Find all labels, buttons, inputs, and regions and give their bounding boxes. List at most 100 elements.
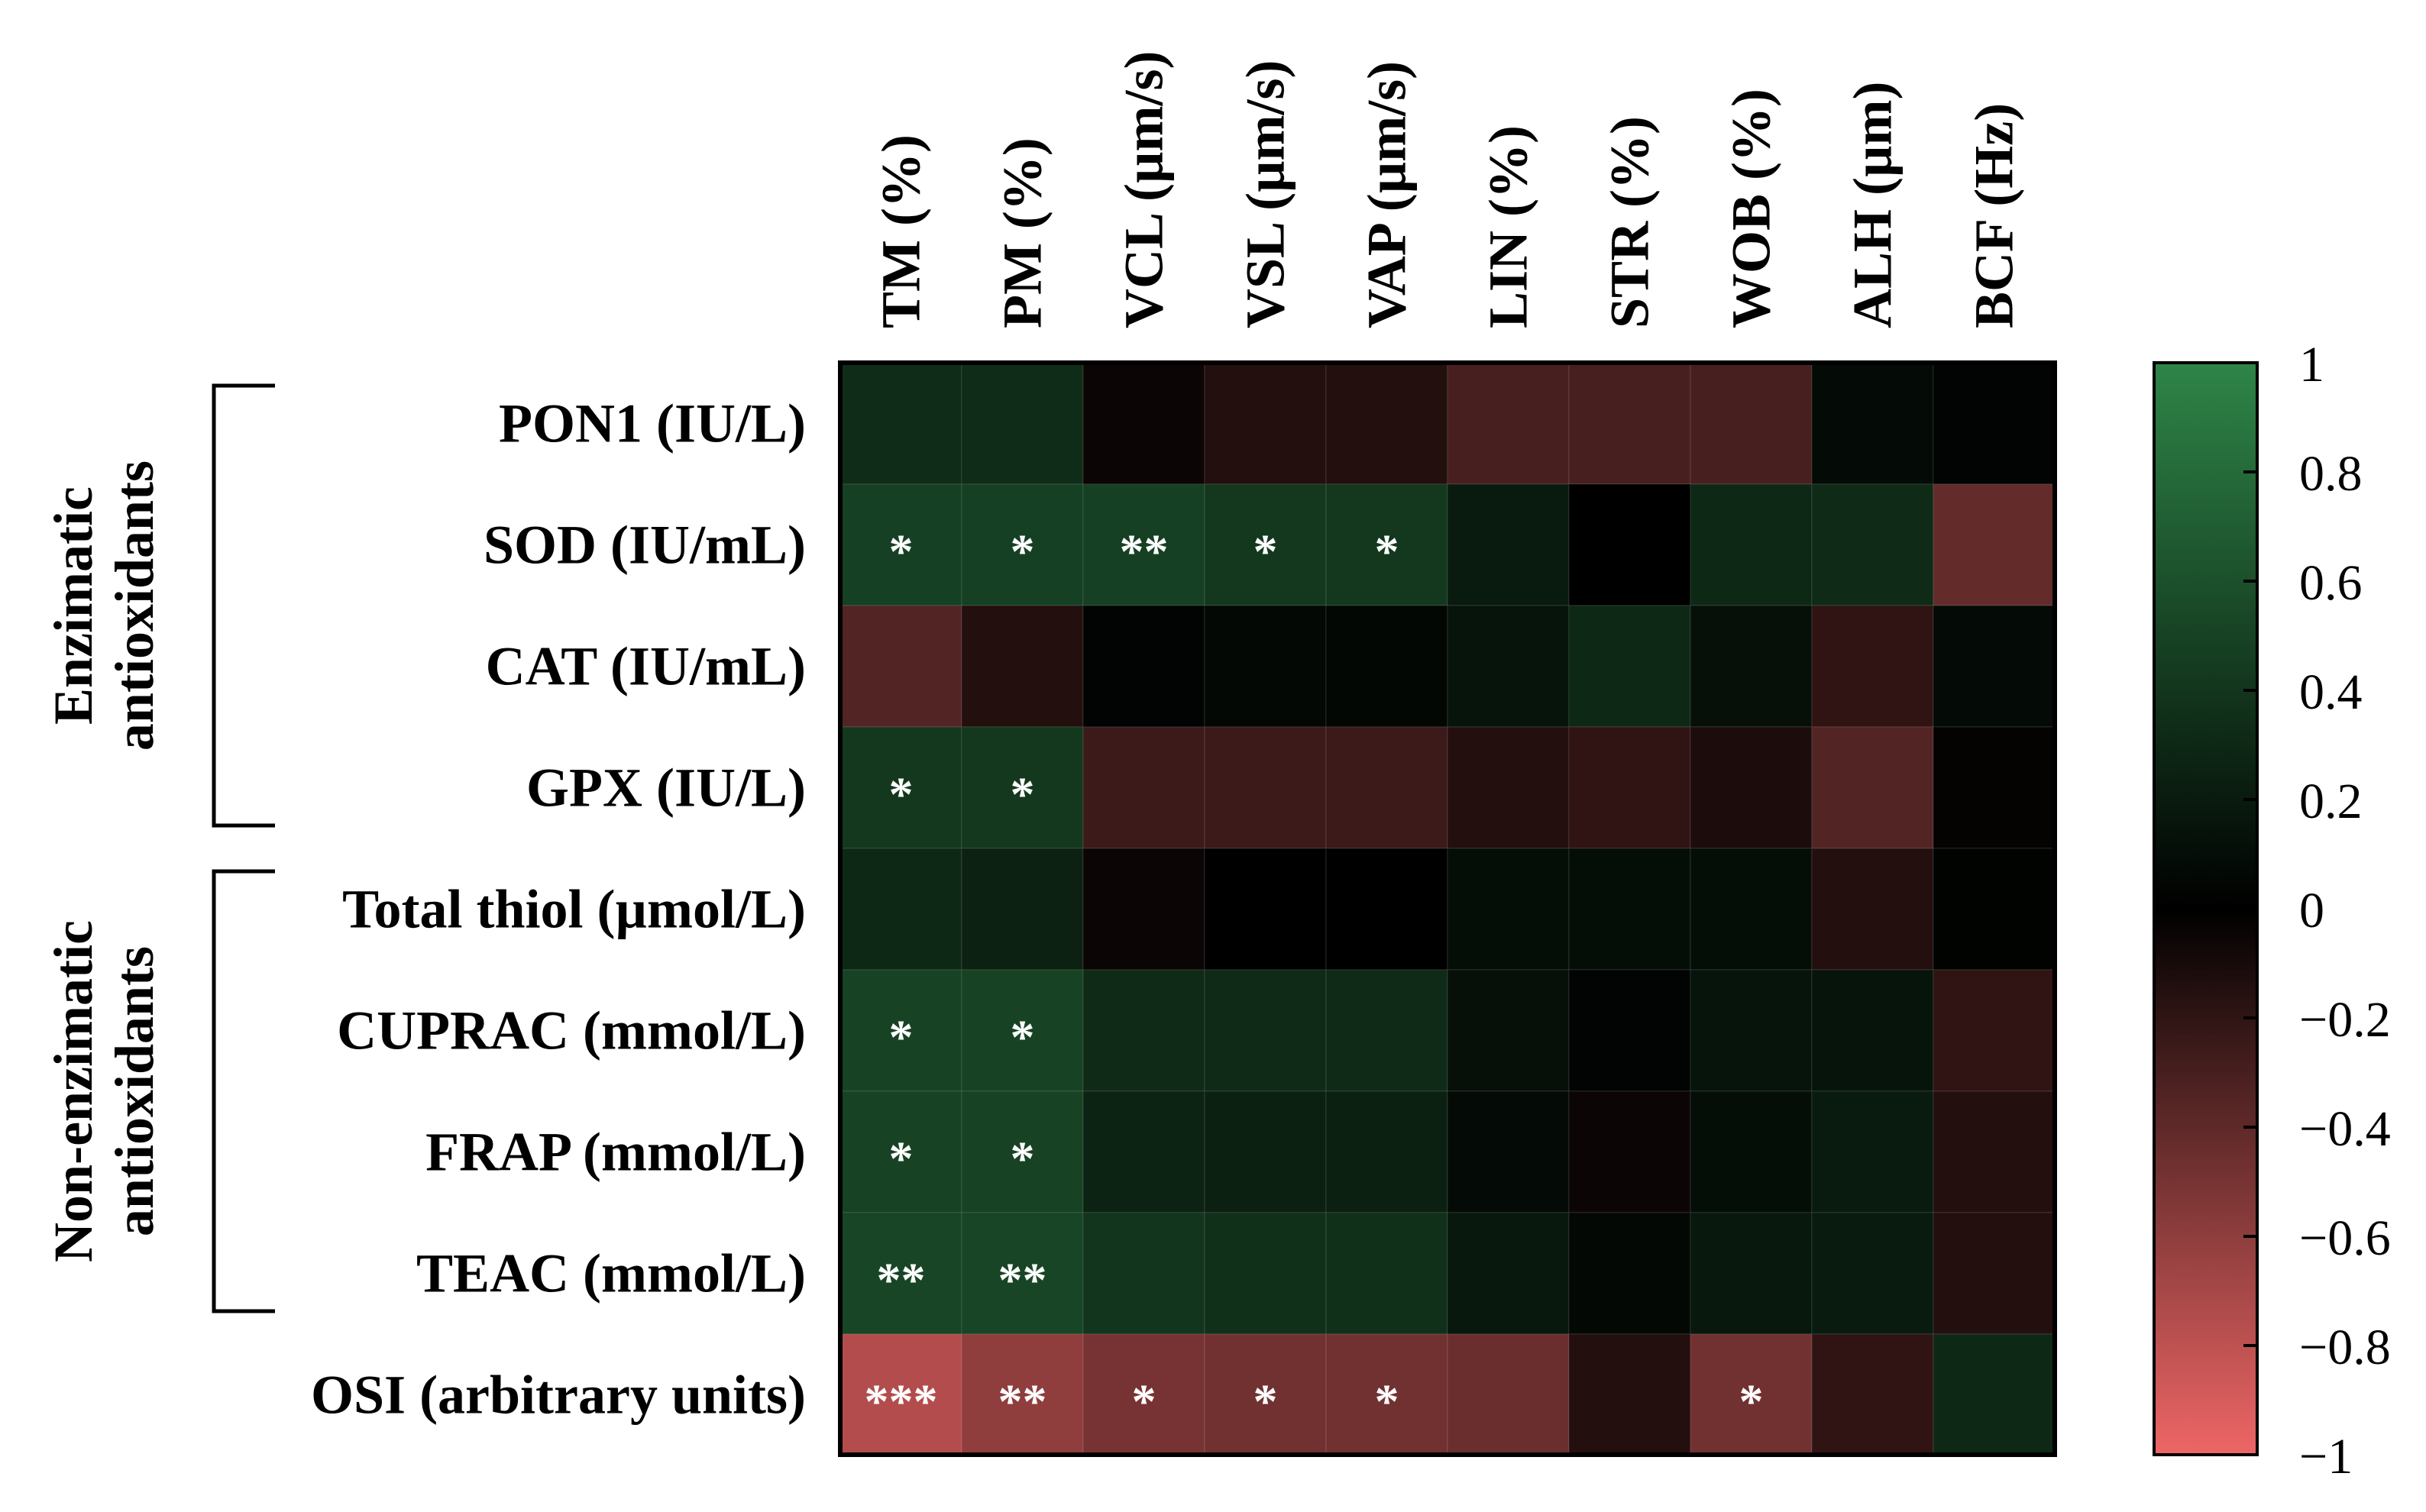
heatmap-frame — [838, 360, 2057, 1457]
sig-mark-r2-c3: ** — [1120, 525, 1169, 579]
cell-r1-c8 — [1690, 362, 1813, 485]
cell-r1-c9 — [1811, 362, 1934, 485]
heatmap-cells — [839, 362, 2056, 1456]
cell-r1-c4 — [1204, 362, 1327, 485]
sig-mark-r4-c1: * — [889, 767, 914, 822]
cell-r8-c2 — [961, 1212, 1084, 1335]
cell-r3-c8 — [1690, 605, 1813, 728]
colorbar-ticks: 1 0.8 0.6 0.4 0.2 0 −0.2 −0.4 −0.6 −0.8 −1 — [2243, 337, 2391, 1485]
cell-r2-c4 — [1204, 483, 1327, 606]
cell-r1-c6 — [1447, 362, 1570, 485]
column-label-pm: PM (%) — [992, 137, 1053, 328]
column-labels: TM (%) PM (%) VCL (µm/s) VSL (µm/s) VAP (µm/… — [871, 51, 2025, 328]
cell-r2-c8 — [1690, 483, 1813, 606]
sig-mark-r9-c5: * — [1375, 1375, 1399, 1429]
cell-r7-c4 — [1204, 1090, 1327, 1213]
cell-r1-c1 — [839, 362, 962, 485]
colorbar: 1 0.8 0.6 0.4 0.2 0 −0.2 −0.4 −0.6 −0.8 −1 — [2153, 337, 2391, 1485]
colorbar-tick-label-6: 0 — [2299, 883, 2324, 939]
row-label-osi-arbitrary-units: OSI (arbitrary units) — [311, 1365, 806, 1426]
cell-r7-c7 — [1568, 1090, 1691, 1213]
colorbar-tick-label-1: 1 — [2299, 337, 2324, 393]
column-label-vsl-m-s: VSL (µm/s) — [1235, 60, 1296, 328]
cell-r8-c7 — [1568, 1212, 1691, 1335]
cell-r9-c10 — [1933, 1333, 2056, 1456]
row-label-cuprac-mmol-l: CUPRAC (mmol/L) — [337, 1000, 806, 1061]
row-label-total-thiol-mol-l: Total thiol (µmol/L) — [342, 879, 806, 940]
cell-r2-c3 — [1082, 483, 1205, 606]
cell-r9-c9 — [1811, 1333, 1934, 1456]
cell-r3-c7 — [1568, 605, 1691, 728]
column-label-vap-m-s: VAP (µm/s) — [1357, 61, 1418, 328]
sig-mark-r7-c1: * — [889, 1132, 914, 1186]
cell-r2-c2 — [961, 483, 1084, 606]
cell-r5-c9 — [1811, 848, 1934, 971]
cell-r5-c1 — [839, 848, 962, 971]
sig-mark-r9-c3: * — [1132, 1375, 1156, 1429]
cell-r9-c6 — [1447, 1333, 1570, 1456]
sig-mark-r8-c2: ** — [998, 1253, 1047, 1307]
cell-r4-c10 — [1933, 726, 2056, 849]
cell-r3-c1 — [839, 605, 962, 728]
cell-r2-c7 — [1568, 483, 1691, 606]
cell-r4-c7 — [1568, 726, 1691, 849]
cell-r8-c10 — [1933, 1212, 2056, 1335]
sig-mark-r2-c1: * — [889, 525, 914, 579]
cell-r8-c6 — [1447, 1212, 1570, 1335]
colorbar-tick-label-3: 0.6 — [2299, 555, 2363, 611]
cell-r6-c7 — [1568, 969, 1691, 1092]
column-label-str: STR (%) — [1600, 116, 1661, 328]
cell-r4-c4 — [1204, 726, 1327, 849]
cell-r6-c1 — [839, 969, 962, 1092]
cell-r7-c3 — [1082, 1090, 1205, 1213]
sig-mark-r6-c1: * — [889, 1010, 914, 1065]
cell-r5-c3 — [1082, 848, 1205, 971]
cell-r3-c6 — [1447, 605, 1570, 728]
colorbar-tick-label-11: −1 — [2299, 1429, 2353, 1485]
row-label-frap-mmol-l: FRAP (mmol/L) — [425, 1122, 806, 1183]
cell-r8-c4 — [1204, 1212, 1327, 1335]
colorbar-tick-label-9: −0.6 — [2299, 1210, 2391, 1266]
group-label-1-line-2: antioxidants — [104, 460, 165, 751]
cell-r2-c9 — [1811, 483, 1934, 606]
cell-r3-c4 — [1204, 605, 1327, 728]
colorbar-tick-label-10: −0.8 — [2299, 1320, 2391, 1375]
cell-r3-c2 — [961, 605, 1084, 728]
sig-mark-r2-c2: * — [1011, 525, 1035, 579]
cell-r7-c1 — [839, 1090, 962, 1213]
cell-r6-c4 — [1204, 969, 1327, 1092]
row-labels: PON1 (IU/L) SOD (IU/mL) CAT (IU/mL) GPX (IU… — [311, 393, 806, 1426]
colorbar-tick-label-2: 0.8 — [2299, 446, 2363, 502]
cell-r1-c2 — [961, 362, 1084, 485]
cell-r1-c3 — [1082, 362, 1205, 485]
cell-r6-c8 — [1690, 969, 1813, 1092]
cell-r3-c3 — [1082, 605, 1205, 728]
column-label-vcl-m-s: VCL (µm/s) — [1114, 51, 1175, 328]
cell-r8-c3 — [1082, 1212, 1205, 1335]
cell-r5-c10 — [1933, 848, 2056, 971]
cell-r8-c8 — [1690, 1212, 1813, 1335]
colorbar-gradient — [2153, 361, 2259, 1456]
cell-r6-c10 — [1933, 969, 2056, 1092]
cell-r7-c6 — [1447, 1090, 1570, 1213]
cell-r4-c8 — [1690, 726, 1813, 849]
cell-r6-c5 — [1325, 969, 1448, 1092]
cell-r7-c10 — [1933, 1090, 2056, 1213]
sig-mark-r9-c2: ** — [998, 1375, 1047, 1429]
row-label-cat-iu-ml: CAT (IU/mL) — [486, 636, 806, 697]
column-label-tm: TM (%) — [871, 134, 932, 328]
group-label-1-line-1: Enzimatic — [43, 486, 104, 725]
group-label-2-line-2: antioxidants — [104, 946, 165, 1236]
cell-r3-c10 — [1933, 605, 2056, 728]
colorbar-tick-label-4: 0.4 — [2299, 664, 2363, 720]
cell-r4-c3 — [1082, 726, 1205, 849]
sig-mark-r9-c8: * — [1739, 1375, 1764, 1429]
cell-r5-c8 — [1690, 848, 1813, 971]
cell-r1-c10 — [1933, 362, 2056, 485]
cell-r9-c2 — [961, 1333, 1084, 1456]
cell-r7-c8 — [1690, 1090, 1813, 1213]
column-label-lin: LIN (%) — [1478, 125, 1539, 328]
row-label-pon1-iu-l: PON1 (IU/L) — [499, 393, 806, 454]
